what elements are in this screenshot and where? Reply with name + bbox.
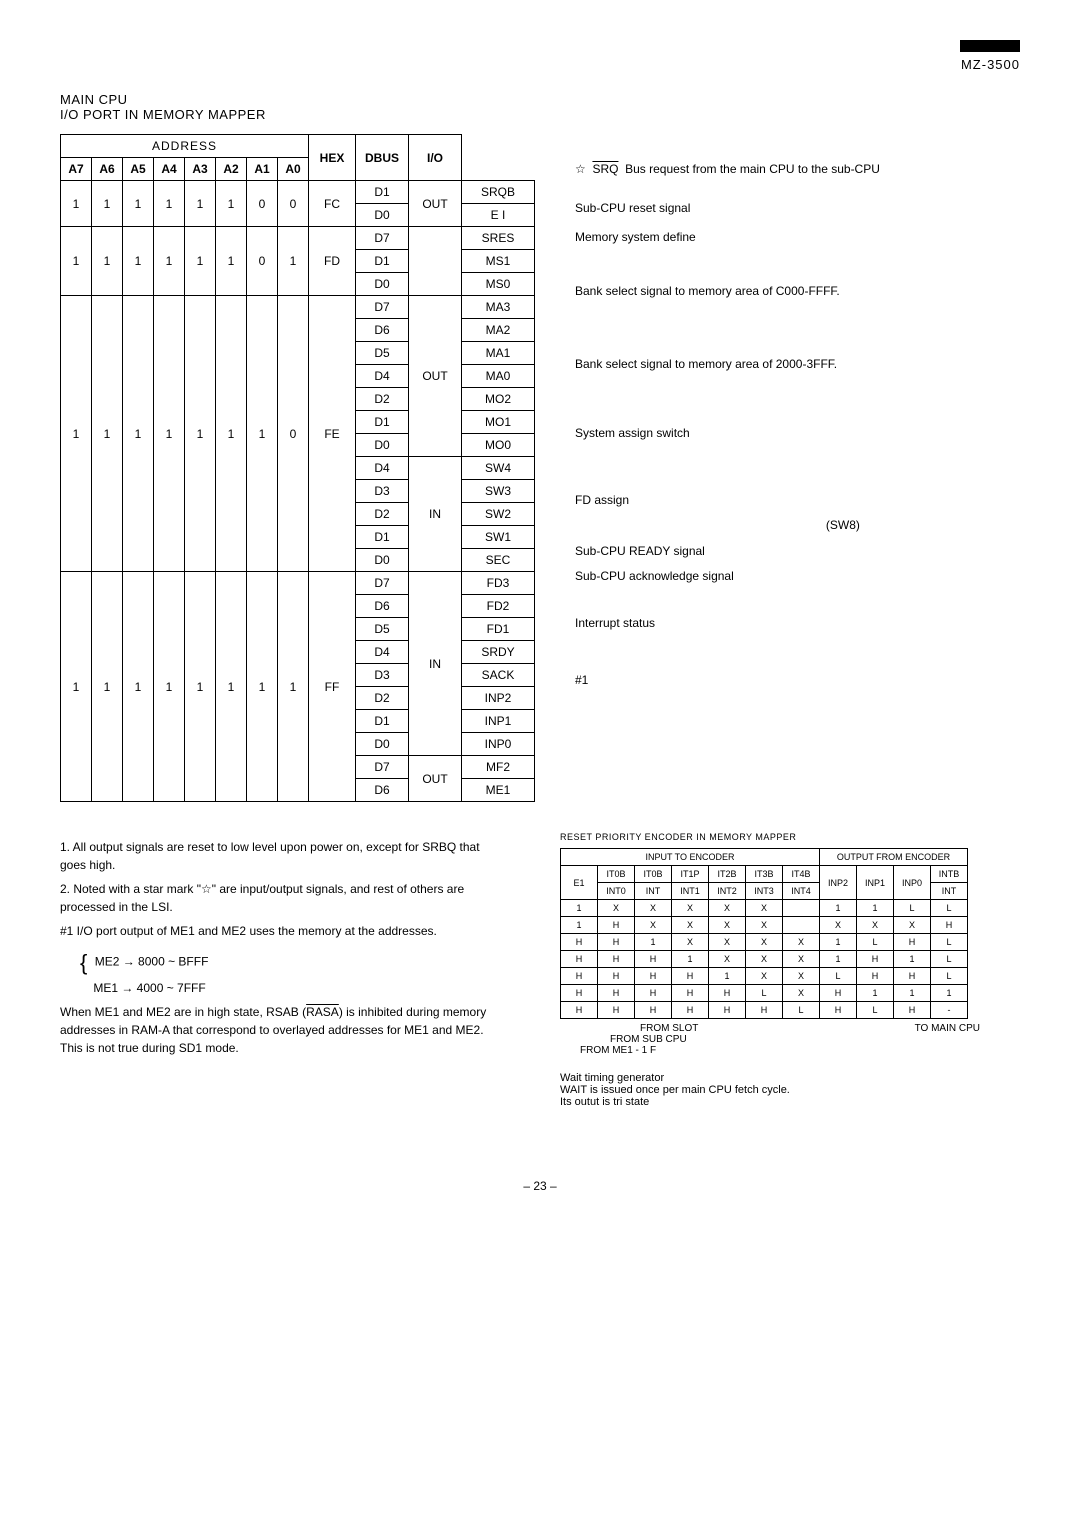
addr-col: A1 [247,158,278,181]
desc-srq: Bus request from the main CPU to the sub… [625,162,880,176]
address-header: ADDRESS [61,135,309,158]
notes-column: 1. All output signals are reset to low l… [60,832,500,1119]
desc-sres: Sub-CPU reset signal [575,199,880,218]
model-label: MZ-3500 [961,57,1020,72]
note-4: When ME1 and ME2 are in high state, RSAB… [60,1003,500,1057]
encoder-table: INPUT TO ENCODER OUTPUT FROM ENCODER E1 … [560,848,968,1019]
wait-gen: Wait timing generator WAIT is issued onc… [560,1072,980,1108]
title-line2: I/O PORT IN MEMORY MAPPER [60,107,1020,122]
me1-range: ME1 → 4000 ~ 7FFF [93,981,205,995]
enc-caption: FROM SLOT TO MAIN CPU FROM SUB CPU FROM … [560,1023,980,1056]
title-block: MAIN CPU I/O PORT IN MEMORY MAPPER [60,92,1020,122]
brace-icon: { [80,950,87,975]
me2-range: ME2 → 8000 ~ BFFF [95,955,209,969]
main-layout: ADDRESS HEX DBUS I/O A7 A6 A5 A4 A3 A2 A… [60,134,1020,802]
title-line1: MAIN CPU [60,92,1020,107]
desc-me: #1 [575,671,880,690]
desc-fd: FD assign [575,491,880,510]
desc-inp: Interrupt status [575,614,880,633]
addr-col: A5 [123,158,154,181]
desc-sack: Sub-CPU acknowledge signal [575,567,880,586]
bottom-columns: 1. All output signals are reset to low l… [60,832,1020,1119]
signal-descriptions: ☆ SRQ Bus request from the main CPU to t… [575,134,880,696]
signal-table: ADDRESS HEX DBUS I/O A7 A6 A5 A4 A3 A2 A… [60,134,535,802]
addr-col: A3 [185,158,216,181]
header-bar [960,40,1020,52]
note-2: 2. Noted with a star mark "☆" are input/… [60,880,500,916]
desc-ms: Memory system define [575,228,880,247]
dbus-header: DBUS [356,135,409,181]
srq-overline: SRQ [592,162,618,176]
desc-sw: System assign switch [575,424,880,443]
desc-sw8: (SW8) [575,516,880,535]
note-1: 1. All output signals are reset to low l… [60,838,500,874]
page-number: – 23 – [60,1179,1020,1193]
note-3: #1 I/O port output of ME1 and ME2 uses t… [60,922,500,940]
addr-col: A0 [278,158,309,181]
enc-heading: RESET PRIORITY ENCODER IN MEMORY MAPPER [560,832,980,842]
io-header: I/O [409,135,462,181]
addr-col: A4 [154,158,185,181]
desc-srdy: Sub-CPU READY signal [575,542,880,561]
desc-ma: Bank select signal to memory area of C00… [575,282,880,301]
hex-header: HEX [309,135,356,181]
header-right: MZ-3500 [60,40,1020,72]
addr-col: A2 [216,158,247,181]
enc-in-label: INPUT TO ENCODER [561,849,820,866]
enc-out-label: OUTPUT FROM ENCODER [820,849,968,866]
star-icon: ☆ [575,162,586,176]
desc-mo: Bank select signal to memory area of 200… [575,355,880,374]
addr-col: A6 [92,158,123,181]
encoder-column: RESET PRIORITY ENCODER IN MEMORY MAPPER … [560,832,980,1119]
addr-col: A7 [61,158,92,181]
